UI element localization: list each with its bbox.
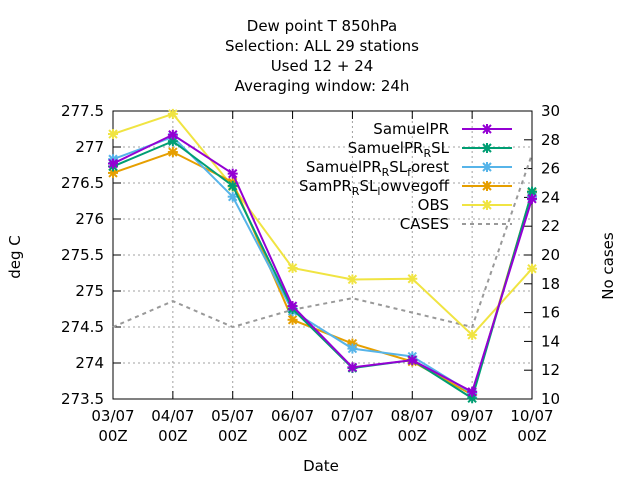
legend-item-samuelpr-rsl: SamuelPRRSL	[348, 139, 512, 160]
legend-label: CASES	[400, 215, 449, 233]
legend-label: OBS	[418, 196, 449, 214]
x-tick-label: 05/07	[211, 407, 254, 425]
y-tick-label: 277	[75, 138, 104, 156]
x-tick-label: 03/07	[91, 407, 134, 425]
series-obs-point	[407, 273, 418, 284]
y2-tick-label: 18	[541, 275, 560, 293]
x-tick-label: 00Z	[338, 427, 367, 445]
y2-tick-label: 24	[541, 188, 560, 206]
y-tick-label: 275	[75, 282, 104, 300]
x-tick-label: 00Z	[517, 427, 546, 445]
y2-tick-label: 28	[541, 131, 560, 149]
series-sampr-rsl-lowvegoff-point	[167, 147, 178, 158]
x-tick-label: 10/07	[510, 407, 553, 425]
legend-swatch-point	[482, 162, 492, 172]
y-tick-label: 276	[75, 210, 104, 228]
series-obs-point	[167, 108, 178, 119]
series-obs-point	[467, 329, 478, 340]
y-tick-label: 273.5	[61, 390, 104, 408]
x-tick-label: 09/07	[451, 407, 494, 425]
y2-tick-label: 10	[541, 390, 560, 408]
title-line: Dew point T 850hPa	[247, 17, 397, 35]
legend-item-sampr-rsl-lowvegoff: SamPRRSLlowvegoff	[299, 177, 512, 198]
x-tick-label: 00Z	[457, 427, 486, 445]
series-samuelpr-point	[527, 193, 537, 204]
x-tick-label: 04/07	[151, 407, 194, 425]
series	[108, 108, 537, 404]
series-samuelpr-rsl-point	[227, 180, 238, 191]
legend-swatch-point	[482, 143, 492, 153]
y2-tick-label: 26	[541, 160, 560, 178]
series-samuelpr	[108, 129, 537, 397]
y-tick-label: 276.5	[61, 174, 104, 192]
legend-item-samuelpr-rsl-forest: SamuelPRRSLforest	[306, 158, 512, 179]
y-tick-label: 275.5	[61, 246, 104, 264]
title-line: Selection: ALL 29 stations	[225, 37, 419, 55]
x-tick-label: 00Z	[398, 427, 427, 445]
y2-tick-label: 16	[541, 304, 560, 322]
title-line: Used 12 + 24	[271, 57, 374, 75]
x-tick-label: 06/07	[271, 407, 314, 425]
series-obs-point	[347, 274, 358, 285]
series-samuelpr-point	[287, 301, 298, 312]
y-tick-label: 274.5	[61, 318, 104, 336]
legend-item-cases: CASES	[400, 215, 512, 233]
x-tick-label: 08/07	[391, 407, 434, 425]
y-tick-label: 274	[75, 354, 104, 372]
legend-label: SamuelPR	[373, 120, 449, 138]
y2-tick-label: 22	[541, 217, 560, 235]
series-samuelpr-point	[467, 386, 478, 397]
legend-swatch-point	[482, 200, 492, 210]
x-tick-label: 00Z	[98, 427, 127, 445]
series-line-samuelpr	[112, 133, 533, 394]
series-line-sampr-rsl-lowvegoff	[112, 150, 533, 397]
legend-swatch-point	[482, 124, 492, 134]
x-axis-label: Date	[303, 457, 339, 475]
series-obs-point	[287, 262, 298, 273]
y2-tick-label: 12	[541, 361, 560, 379]
x-tick-label: 00Z	[158, 427, 187, 445]
x-tick-label: 00Z	[218, 427, 247, 445]
series-samuelpr-point	[167, 129, 178, 140]
y-axis-label: deg C	[6, 235, 24, 279]
series-line-obs	[112, 112, 533, 337]
y2-tick-label: 20	[541, 246, 560, 264]
y2-tick-label: 14	[541, 332, 560, 350]
series-samuelpr-rsl-forest-point	[347, 343, 358, 354]
legend-label: SamuelPRRSLforest	[306, 158, 449, 179]
legend-item-samuelpr: SamuelPR	[373, 120, 512, 138]
legend-swatch-point	[482, 181, 492, 191]
y-tick-label: 277.5	[61, 102, 104, 120]
series-samuelpr-point	[108, 158, 118, 169]
x-tick-label: 00Z	[278, 427, 307, 445]
series-samuelpr-point	[407, 355, 418, 366]
title-line: Averaging window: 24h	[235, 77, 410, 95]
y2-axis-label: No cases	[599, 232, 617, 300]
series-sampr-rsl-lowvegoff-point	[287, 314, 298, 325]
axis-ticks: 273.5274274.5275275.5276276.5277277.5101…	[61, 102, 560, 445]
x-tick-label: 07/07	[331, 407, 374, 425]
series-obs-point	[108, 129, 118, 140]
legend-label: SamPRRSLlowvegoff	[299, 177, 450, 198]
y2-tick-label: 30	[541, 102, 560, 120]
legend-item-obs: OBS	[418, 196, 512, 214]
legend: SamuelPRSamuelPRRSLSamuelPRRSLforestSamP…	[299, 120, 512, 233]
series-samuelpr-point	[347, 362, 358, 373]
series-samuelpr-point	[227, 168, 238, 179]
series-obs	[108, 108, 537, 340]
series-line-samuelpr-rsl	[112, 140, 533, 400]
series-obs-point	[527, 263, 537, 274]
chart-title: Dew point T 850hPa Selection: ALL 29 stat…	[225, 17, 419, 95]
legend-label: SamuelPRRSL	[348, 139, 450, 160]
series-samuelpr-rsl-forest-point	[227, 191, 238, 202]
